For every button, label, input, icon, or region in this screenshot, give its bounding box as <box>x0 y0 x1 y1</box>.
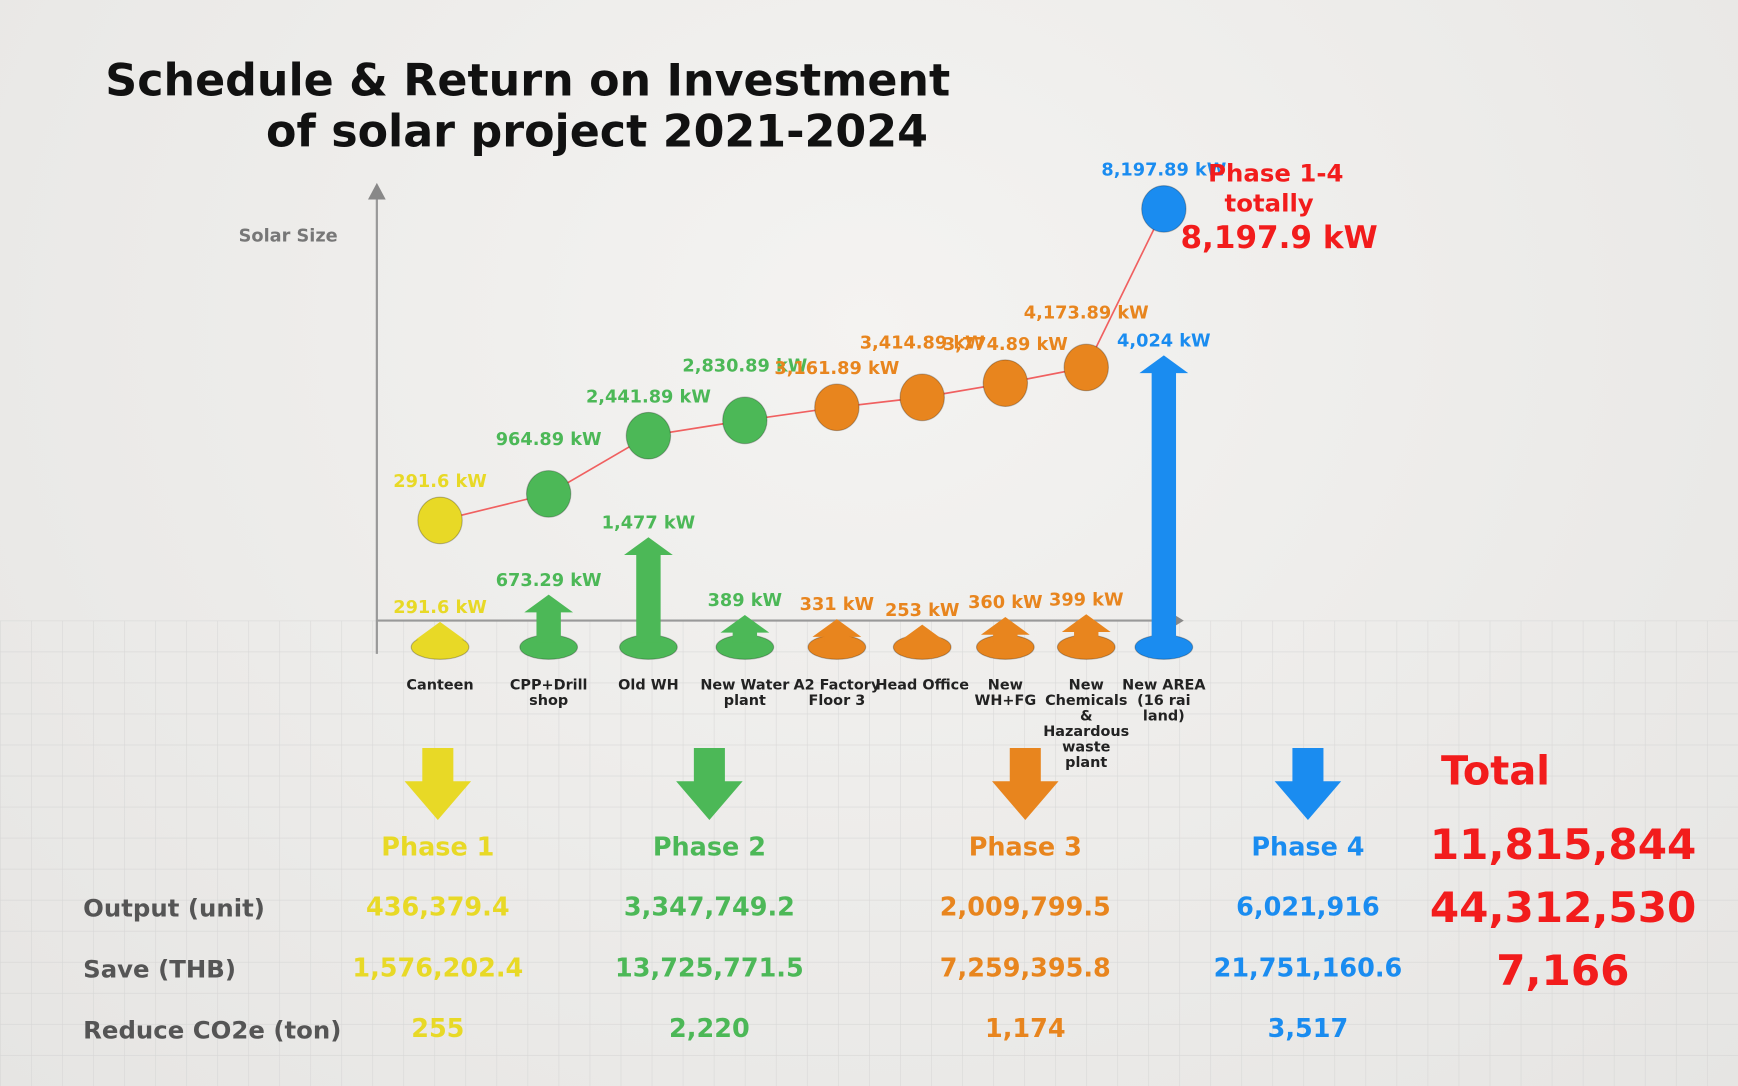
bar <box>812 619 862 643</box>
cumulative-dot <box>1063 343 1109 392</box>
bar-value-label: 673.29 kW <box>496 571 602 591</box>
row-label: Output (unit) <box>83 895 265 924</box>
bar <box>720 614 770 643</box>
cumulative-dot <box>1141 185 1187 233</box>
bar-value-label: 291.6 kW <box>393 598 487 618</box>
category-label: Canteen <box>406 677 474 694</box>
phase-arrow <box>676 748 743 821</box>
cumulative-dot <box>722 396 768 445</box>
total-label: Phase 1-4 <box>1208 160 1344 189</box>
cumulative-label: 2,441.89 kW <box>586 387 711 407</box>
total-value: 44,312,530 <box>1429 883 1697 932</box>
phase-value: 3,517 <box>1267 1015 1349 1044</box>
total-label: totally <box>1224 190 1314 219</box>
phase-arrow <box>404 748 472 821</box>
y-axis-arrow <box>367 182 386 200</box>
phase-value: 13,725,771.5 <box>615 954 804 983</box>
title-line: Schedule & Return on Investment <box>105 55 951 107</box>
floor-grid <box>0 620 1738 1086</box>
bar-value-label: 360 kW <box>968 593 1042 613</box>
category-label: A2 Factory Floor 3 <box>793 677 881 710</box>
category-label: Old WH <box>618 677 679 694</box>
y-axis-label: Solar Size <box>239 227 338 247</box>
bar <box>1061 614 1111 643</box>
cumulative-dot <box>417 496 463 545</box>
row-label: Save (THB) <box>83 956 237 985</box>
cumulative-label: 3,161.89 kW <box>774 359 899 379</box>
phase-value: 3,347,749.2 <box>623 893 795 922</box>
bar-value-label: 4,024 kW <box>1117 331 1211 351</box>
total-name: Total <box>1440 749 1550 795</box>
bar <box>897 624 947 643</box>
row-label: Reduce CO2e (ton) <box>83 1017 342 1045</box>
cumulative-dot <box>814 383 860 432</box>
category-label: CPP+Drill shop <box>509 677 588 710</box>
total-label: 8,197.9 kW <box>1180 219 1378 256</box>
phase-value: 1,576,202.4 <box>352 954 524 983</box>
phase-value: 2,009,799.5 <box>939 893 1111 922</box>
bar <box>980 617 1030 643</box>
cumulative-label: 8,197.89 kW <box>1101 161 1226 181</box>
cumulative-label: 3,414.89 kW <box>860 334 985 354</box>
cumulative-dot <box>899 373 945 422</box>
bar <box>415 621 465 643</box>
cumulative-dot <box>625 411 672 460</box>
phase-value: 436,379.4 <box>366 893 510 922</box>
category-label: New WH+FG <box>974 677 1037 710</box>
cumulative-label: 291.6 kW <box>393 472 487 492</box>
bar-value-label: 389 kW <box>708 591 782 611</box>
bar-value-label: 1,477 kW <box>602 513 696 533</box>
phase-value: 2,220 <box>669 1015 750 1044</box>
bar-value-label: 399 kW <box>1049 590 1123 610</box>
category-label: New Water plant <box>700 677 790 710</box>
bar <box>1139 355 1189 643</box>
bar <box>524 594 574 643</box>
phase-name: Phase 4 <box>1251 833 1365 863</box>
total-value: 11,815,844 <box>1429 820 1697 869</box>
cumulative-dot <box>525 470 572 518</box>
phase-value: 255 <box>411 1015 465 1044</box>
category-label: New Chemicals & Hazardous waste plant <box>1043 677 1130 772</box>
bar-value-label: 331 kW <box>800 595 874 615</box>
cumulative-dot <box>982 359 1029 408</box>
category-label: Head Office <box>875 677 969 694</box>
phase-name: Phase 3 <box>968 833 1082 863</box>
bar <box>624 537 673 643</box>
phase-name: Phase 2 <box>652 833 766 863</box>
cumulative-label: 4,173.89 kW <box>1024 304 1149 324</box>
bar-value-label: 253 kW <box>885 601 959 621</box>
phase-value: 21,751,160.6 <box>1213 954 1403 983</box>
phase-arrow <box>992 748 1059 821</box>
phase-value: 6,021,916 <box>1236 893 1380 922</box>
total-value: 7,166 <box>1496 946 1630 996</box>
cumulative-label: 3,774.89 kW <box>943 335 1068 355</box>
phase-arrow <box>1274 748 1342 821</box>
phase-name: Phase 1 <box>381 833 495 863</box>
cumulative-label: 2,830.89 kW <box>682 357 807 377</box>
cumulative-label: 964.89 kW <box>496 430 602 450</box>
title-line: of solar project 2021-2024 <box>266 106 928 158</box>
phase-value: 1,174 <box>984 1015 1066 1044</box>
phase-value: 7,259,395.8 <box>939 954 1111 983</box>
category-label: New AREA (16 rai land) <box>1122 677 1206 725</box>
